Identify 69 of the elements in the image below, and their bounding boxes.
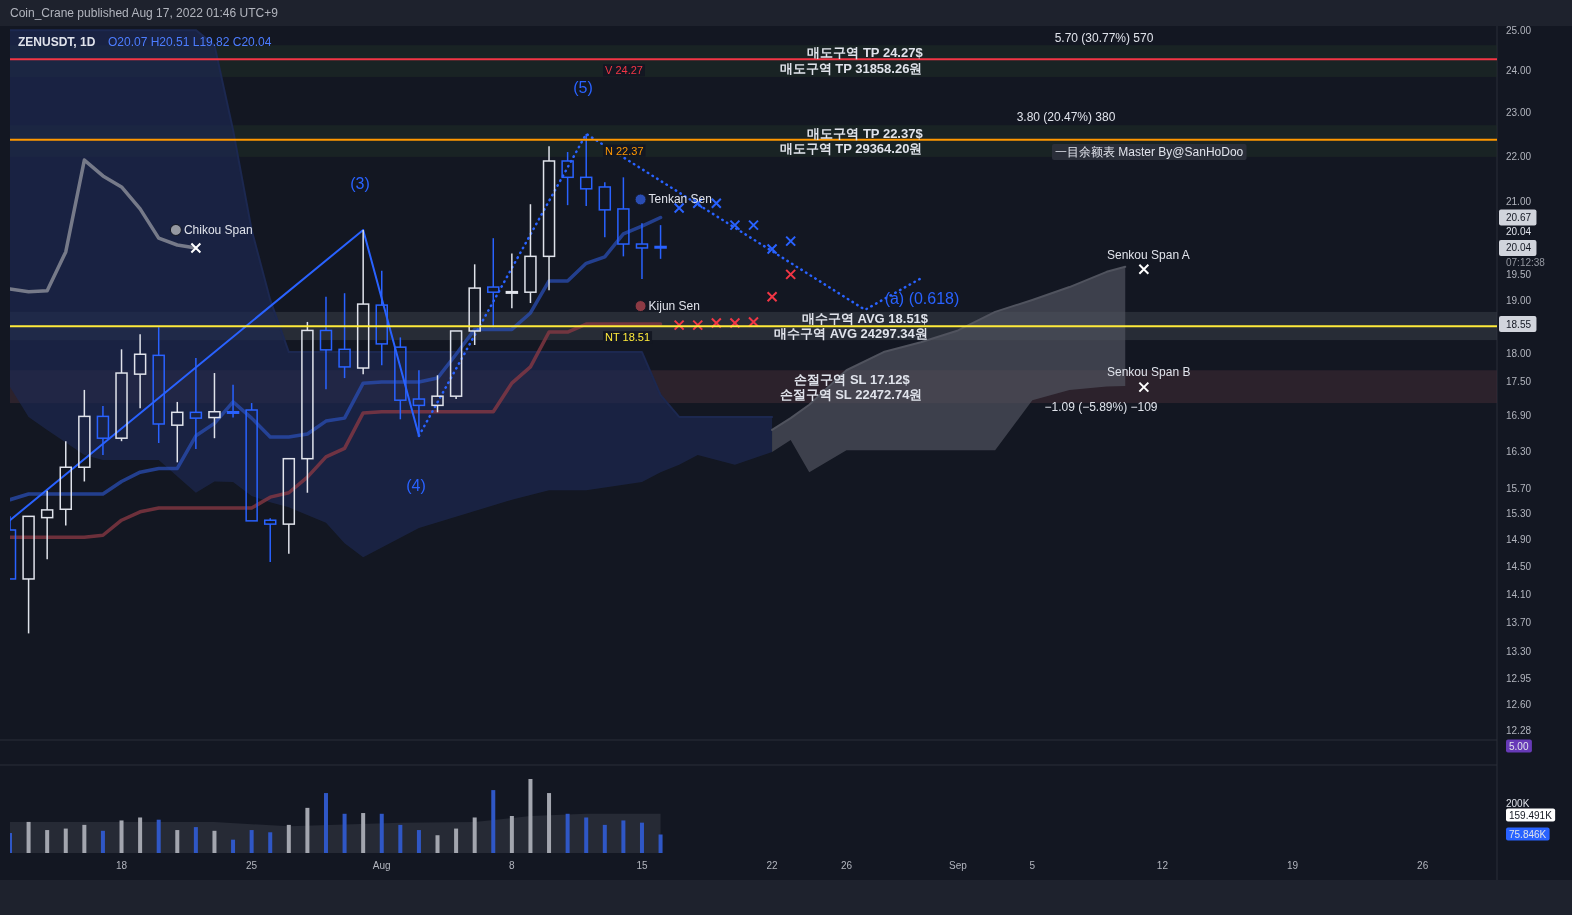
x-tick-label: 25 bbox=[246, 859, 258, 871]
annotation: 손절구역 SL 17.12$ bbox=[794, 371, 911, 387]
y-tick-label: 14.10 bbox=[1506, 588, 1532, 600]
y-tick-label: 18.00 bbox=[1506, 348, 1532, 360]
y-tick-label: 13.30 bbox=[1506, 646, 1532, 658]
x-tick-label: 19 bbox=[1286, 859, 1299, 871]
annotation: (a) (0.618) bbox=[884, 289, 960, 307]
annotation: 20.67 bbox=[1506, 211, 1532, 223]
annotation: Senkou Span A bbox=[1107, 248, 1190, 262]
annotation: (5) bbox=[573, 78, 593, 96]
y-tick-label: 16.90 bbox=[1506, 410, 1532, 422]
x-tick-label: 15 bbox=[636, 859, 648, 871]
annotation: (4) bbox=[406, 476, 426, 494]
text: Coin_Crane published Aug 17, 2022 01:46 UTC+9 bbox=[10, 6, 279, 20]
y-tick-label: 15.70 bbox=[1506, 482, 1532, 494]
text: ZENUSDT, 1D bbox=[18, 35, 96, 49]
y-tick-label: 21.00 bbox=[1506, 196, 1532, 208]
annotation: 매수구역 AVG 24297.34원 bbox=[774, 325, 928, 341]
y-tick-label: 12.95 bbox=[1506, 672, 1532, 684]
y-tick-label: 17.50 bbox=[1506, 375, 1532, 387]
annotation: 매도구역 TP 31858.26원 bbox=[779, 60, 923, 76]
y-tick-label: 23.00 bbox=[1506, 106, 1532, 118]
text: 20.04 bbox=[1506, 225, 1532, 237]
annotation: 18.55 bbox=[1506, 318, 1532, 330]
x-tick-label: 12 bbox=[1156, 859, 1169, 871]
annotation: (3) bbox=[350, 174, 370, 192]
annotation: 20.04 bbox=[1506, 242, 1532, 254]
legend-label: Kijun Sen bbox=[648, 299, 700, 314]
annotation: 손절구역 SL 22472.74원 bbox=[779, 386, 923, 402]
annotation: 매도구역 TP 24.27$ bbox=[807, 44, 924, 60]
x-tick-label: 26 bbox=[1417, 859, 1429, 871]
x-tick-label: 22 bbox=[766, 859, 779, 871]
x-tick-label: Sep bbox=[949, 859, 968, 871]
x-tick-label: 26 bbox=[840, 859, 853, 871]
y-tick-label: 22.00 bbox=[1506, 150, 1532, 162]
y-tick-label: 24.00 bbox=[1506, 64, 1532, 76]
annotation: 5.70 (30.77%) 570 bbox=[1054, 31, 1154, 45]
annotation: 매도구역 TP 22.37$ bbox=[807, 125, 924, 141]
x-tick-label: 8 bbox=[509, 859, 516, 871]
legend-label: Chikou Span bbox=[183, 222, 253, 237]
annotation: Senkou Span B bbox=[1107, 365, 1191, 379]
y-tick-label: 13.70 bbox=[1506, 617, 1532, 629]
y-tick-label: 12.28 bbox=[1506, 724, 1532, 736]
text: 75.846K bbox=[1509, 828, 1547, 840]
annotation: −1.09 (−5.89%) −109 bbox=[1044, 400, 1158, 414]
x-tick-label: Aug bbox=[372, 859, 391, 871]
y-tick-label: 12.60 bbox=[1506, 699, 1532, 711]
y-tick-label: 19.00 bbox=[1506, 294, 1532, 306]
ref-line-label: NT 18.51 bbox=[605, 331, 651, 344]
y-tick-label: 16.30 bbox=[1506, 445, 1532, 457]
x-tick-label: 18 bbox=[115, 859, 128, 871]
annotation: 一目余额表 Master By@SanHoDoo bbox=[1055, 145, 1244, 159]
annotation: 매수구역 AVG 18.51$ bbox=[801, 310, 929, 326]
ref-line-label: N 22.37 bbox=[605, 144, 644, 157]
text: 07:12:38 bbox=[1506, 256, 1546, 268]
annotation: 매도구역 TP 29364.20원 bbox=[779, 140, 923, 156]
y-tick-label: 14.50 bbox=[1506, 561, 1532, 573]
ref-line-label: V 24.27 bbox=[605, 64, 643, 77]
annotation: 3.80 (20.47%) 380 bbox=[1016, 110, 1116, 124]
y-tick-label: 19.50 bbox=[1506, 269, 1532, 281]
annotation: O20.07 H20.51 L19.82 C20.04 bbox=[108, 35, 272, 49]
y-tick-label: 14.90 bbox=[1506, 534, 1532, 546]
legend-label: Tenkan Sen bbox=[648, 192, 712, 207]
text: 159.491K bbox=[1509, 809, 1553, 821]
text: 5.00 bbox=[1509, 740, 1529, 752]
y-tick-label: 25.00 bbox=[1506, 24, 1532, 36]
text: 200K bbox=[1506, 797, 1530, 809]
x-tick-label: 5 bbox=[1029, 859, 1036, 871]
y-tick-label: 15.30 bbox=[1506, 508, 1532, 520]
